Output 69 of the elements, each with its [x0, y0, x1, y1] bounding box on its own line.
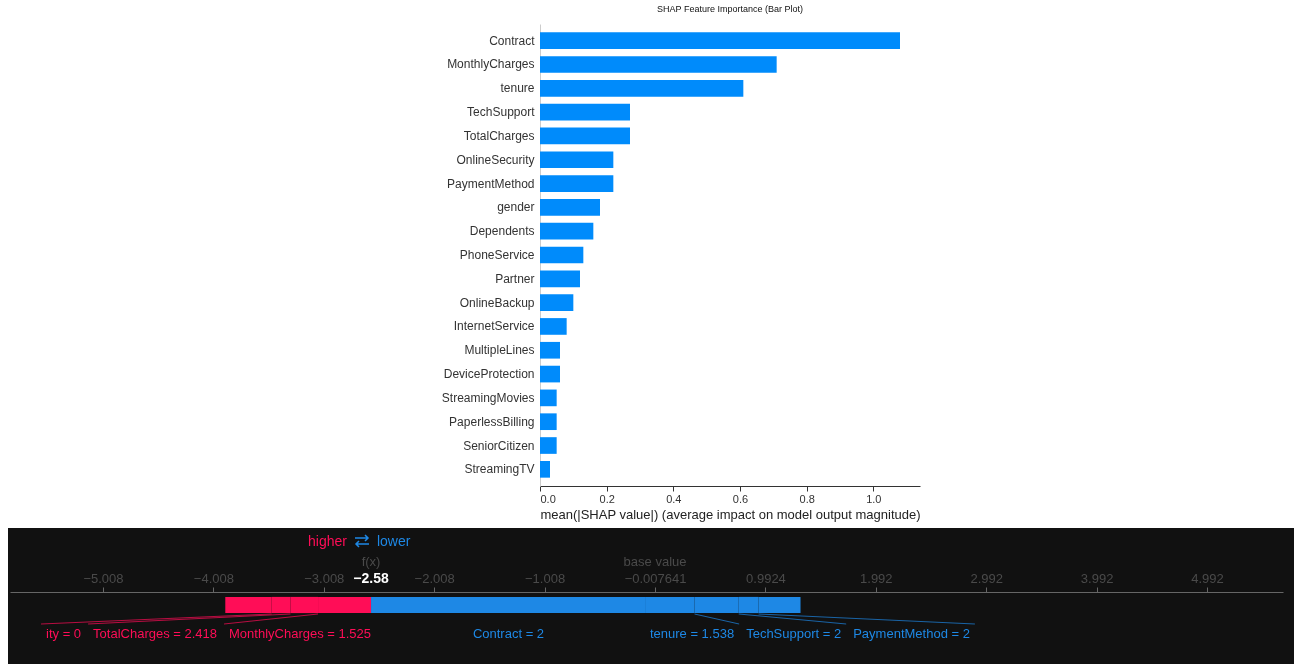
y-tick-label: MonthlyCharges: [447, 57, 535, 72]
x-axis-title: mean(|SHAP value|) (average impact on model output magnitude): [540, 506, 921, 522]
bar: [540, 79, 744, 97]
x-tick-label: −1.008: [525, 570, 566, 586]
annotation: lower: [376, 533, 411, 549]
y-tick-label: PaymentMethod: [447, 176, 535, 191]
text: PaymentMethod = 2: [853, 626, 970, 641]
y-tick-label: DeviceProtection: [443, 367, 535, 382]
x-tick-label: 0.8: [799, 492, 815, 505]
bar: [540, 32, 900, 50]
chart-title: SHAP Feature Importance (Bar Plot): [657, 4, 803, 14]
bar: [540, 246, 584, 264]
x-tick-label: 0.9924: [746, 570, 786, 586]
x-tick-label: 0.4: [666, 492, 682, 505]
bar: [540, 413, 557, 431]
y-tick-label: InternetService: [453, 319, 535, 334]
bar: [540, 56, 777, 73]
x-tick-label: 0.0: [540, 492, 556, 505]
x-tick-label: 1.992: [860, 570, 893, 586]
bar: [540, 294, 574, 311]
x-tick-label: 1.0: [866, 492, 882, 505]
y-tick-label: MultipleLines: [464, 343, 535, 358]
x-tick-label: 0.2: [599, 492, 615, 505]
bar: [540, 460, 550, 478]
y-tick-label: PaperlessBilling: [449, 414, 535, 429]
text: TotalCharges = 2.418: [93, 626, 218, 641]
y-tick-label: Dependents: [469, 224, 535, 239]
annotation: −2.58: [353, 570, 389, 586]
x-tick-label: −3.008: [304, 570, 345, 586]
bar: [540, 175, 614, 192]
x-tick-label: 0.6: [732, 492, 749, 505]
y-tick-label: SeniorCitizen: [463, 438, 535, 453]
series-label: MonthlyCharges = 1.525: [229, 626, 372, 641]
legend-label: tenure = 1.538: [649, 626, 735, 641]
bar: [540, 318, 567, 335]
y-tick-label: OnlineBackup: [459, 295, 535, 310]
bar: [540, 341, 560, 359]
series-label: Contract = 2: [472, 626, 545, 641]
y-tick-label: Contract: [489, 33, 536, 48]
bar: [540, 437, 557, 454]
bar: [540, 103, 630, 121]
y-tick-label: StreamingMovies: [441, 390, 535, 405]
y-tick-label: Partner: [495, 271, 535, 286]
x-tick-label: −4.008: [193, 570, 234, 586]
x-tick-label: −0.007641: [624, 570, 687, 586]
bar: [540, 127, 630, 145]
y-tick-label: gender: [497, 200, 535, 215]
text: ity = 0: [46, 626, 82, 641]
annotation: higher: [308, 533, 347, 549]
series-label: TechSupport = 2: [746, 626, 842, 641]
x-tick-label: −2.008: [414, 570, 455, 586]
y-tick-label: TechSupport: [467, 105, 536, 120]
x-tick-label: 4.992: [1191, 570, 1224, 586]
bar: [540, 222, 594, 240]
annotation: f(x): [361, 554, 381, 569]
y-tick-label: PhoneService: [459, 248, 535, 262]
y-tick-label: OnlineSecurity: [456, 152, 535, 167]
bar: [540, 365, 560, 383]
x-tick-label: −5.008: [83, 570, 124, 586]
bar: [540, 389, 557, 407]
y-tick-label: StreamingTV: [464, 462, 535, 477]
bar: [540, 199, 600, 216]
y-tick-label: TotalCharges: [463, 128, 535, 143]
annotation: base value: [623, 554, 687, 569]
y-tick-label: tenure: [500, 81, 535, 96]
x-tick-label: 2.992: [970, 570, 1003, 586]
x-tick-label: 3.992: [1080, 570, 1114, 586]
bar: [540, 151, 614, 169]
bar: [540, 270, 580, 288]
